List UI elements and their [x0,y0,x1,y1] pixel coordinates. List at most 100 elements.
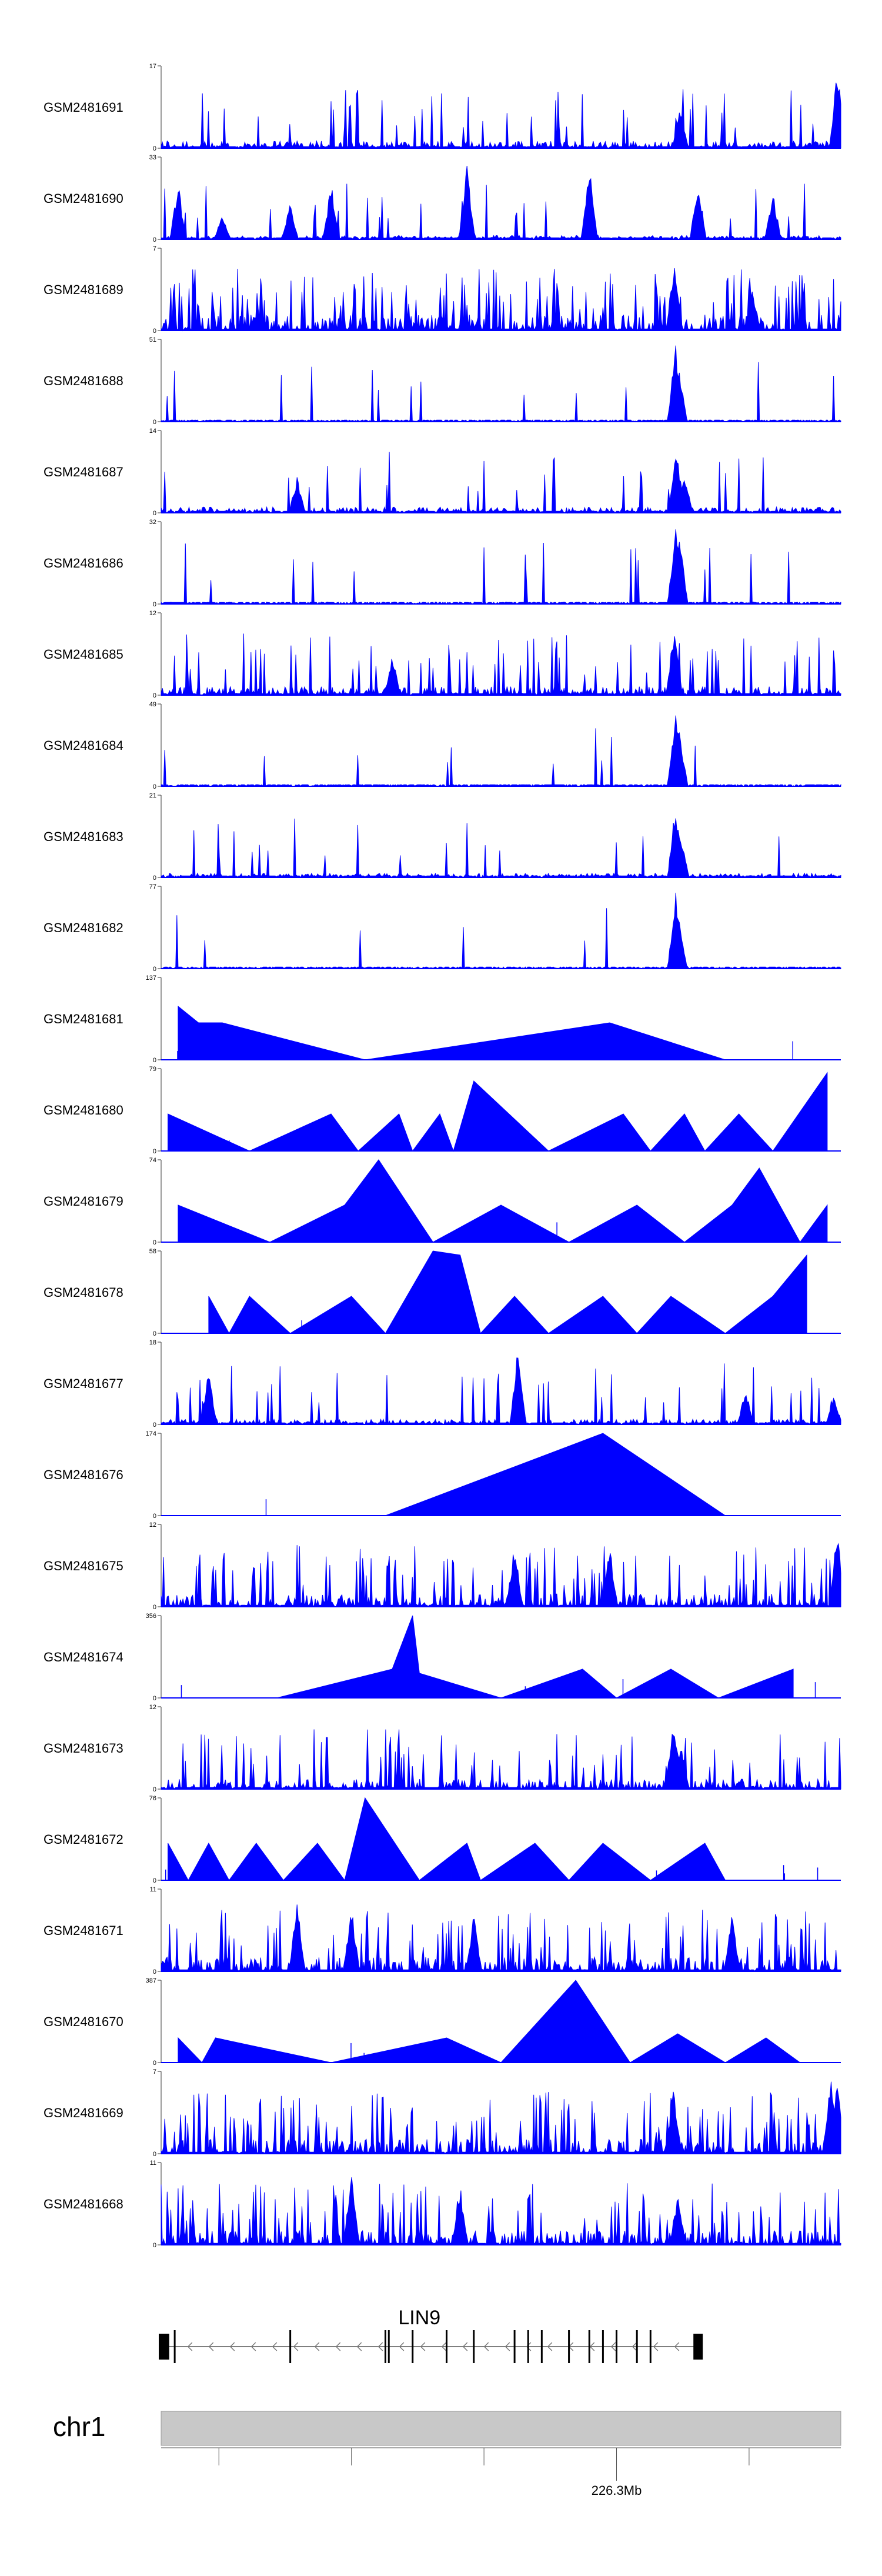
coverage-area [161,345,841,423]
coverage-area [168,1797,726,1881]
gene-exon [159,2334,168,2360]
y-max-label: 17 [149,63,156,70]
strand-arrow [526,2342,532,2351]
y-max-label: 18 [149,1339,156,1346]
track-label: GSM2481682 [44,920,123,935]
y-min-label: 0 [153,1148,156,1155]
y-min-label: 0 [153,1239,156,1246]
y-max-label: 11 [150,2160,156,2167]
track-label: GSM2481679 [44,1194,123,1209]
strand-arrow [483,2342,489,2351]
strand-arrow [208,2342,214,2351]
y-max-label: 387 [146,1977,156,1984]
track-label: GSM2481675 [44,1559,123,1573]
y-max-label: 77 [149,883,156,890]
gene-exon [387,2330,390,2363]
track-label: GSM2481678 [44,1285,123,1300]
strand-arrow [399,2342,405,2351]
strand-arrow [547,2342,553,2351]
y-min-label: 0 [153,1968,156,1976]
track-label: GSM2481668 [44,2197,123,2211]
strand-arrow [632,2342,637,2351]
y-max-label: 74 [149,1157,156,1164]
y-min-label: 0 [153,1877,156,1884]
y-min-label: 0 [153,2060,156,2067]
gene-exon [446,2330,448,2363]
y-max-label: 356 [146,1613,156,1620]
y-max-label: 32 [149,519,156,526]
strand-arrow [610,2342,616,2351]
strand-arrow [272,2342,278,2351]
coverage-area [208,1250,807,1334]
y-max-label: 33 [149,154,156,161]
y-min-label: 0 [153,601,156,608]
track-label: GSM2481683 [44,829,123,844]
track-label: GSM2481684 [44,738,123,753]
track-label: GSM2481676 [44,1467,123,1482]
coverage-area [161,529,841,605]
coverage-area [161,892,841,970]
coverage-area [178,1980,801,2063]
strand-arrow [505,2342,510,2351]
y-min-label: 0 [153,1786,156,1793]
y-min-label: 0 [153,1513,156,1520]
gene-exon [568,2330,570,2363]
chromosome-position-label: 226.3Mb [592,2483,642,2498]
y-max-label: 51 [149,336,156,343]
strand-arrow [674,2342,680,2351]
gene-exon [602,2330,604,2363]
track-label: GSM2481691 [44,100,123,115]
gene-exon [540,2330,543,2363]
coverage-area [161,268,841,332]
y-min-label: 0 [153,1330,156,1337]
strand-arrow [462,2342,468,2351]
strand-arrow [441,2342,447,2351]
y-min-label: 0 [153,1422,156,1429]
y-min-label: 0 [153,1695,156,1702]
coverage-area [161,82,841,149]
strand-arrow [293,2342,299,2351]
track-label: GSM2481671 [44,1923,123,1938]
y-min-label: 0 [153,692,156,699]
gene-exon [173,2330,176,2363]
y-min-label: 0 [153,1057,156,1064]
y-max-label: 14 [149,428,156,435]
gene-exon [636,2330,638,2363]
gene-exon [473,2330,475,2363]
coverage-area [161,452,841,514]
y-max-label: 12 [149,1704,156,1711]
y-min-label: 0 [153,328,156,335]
y-min-label: 0 [153,875,156,882]
strand-arrow [187,2342,193,2351]
gene-exon [513,2330,516,2363]
chromosome-bar [161,2411,841,2446]
track-label: GSM2481686 [44,556,123,570]
track-label: GSM2481680 [44,1103,123,1117]
track-label: GSM2481685 [44,647,123,662]
y-max-label: 49 [149,701,156,708]
y-max-label: 12 [149,610,156,617]
coverage-area [178,1159,828,1243]
strand-arrow [356,2342,362,2351]
track-label: GSM2481672 [44,1832,123,1847]
track-label: GSM2481670 [44,2014,123,2029]
track-label: GSM2481690 [44,191,123,206]
y-max-label: 76 [149,1795,156,1802]
strand-arrow [377,2342,383,2351]
coverage-area [168,1072,828,1152]
strand-arrow [314,2342,320,2351]
gene-exon [527,2330,529,2363]
track-label: GSM2481677 [44,1376,123,1391]
y-min-label: 0 [153,783,156,790]
coverage-area [161,715,841,788]
y-min-label: 0 [153,966,156,973]
y-min-label: 0 [153,2242,156,2249]
gene-exon [588,2330,590,2363]
coverage-area [161,818,841,879]
strand-arrow [229,2342,235,2351]
coverage-area [276,1615,794,1699]
strand-arrow [335,2342,341,2351]
coverage-area [161,1729,841,1790]
coverage-area [161,2177,841,2245]
